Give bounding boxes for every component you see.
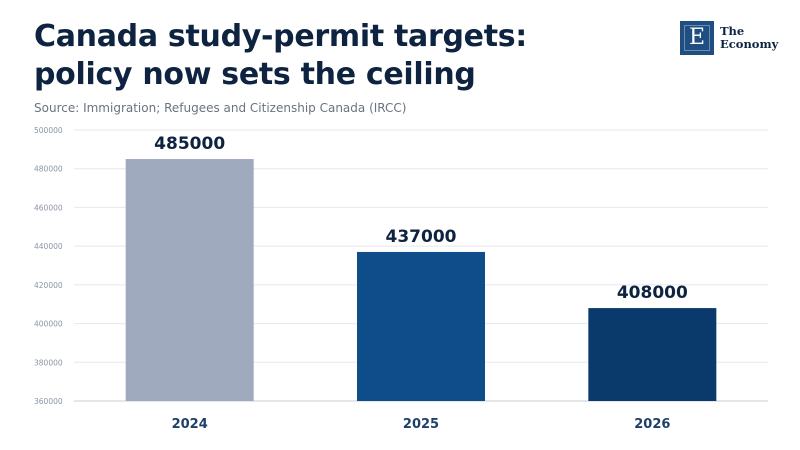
bar-2024 [125, 159, 254, 401]
chart-title: Canada study-permit targets: policy now … [34, 19, 528, 92]
value-label: 408000 [617, 283, 688, 303]
x-tick-label: 2024 [172, 417, 208, 432]
source-note: Source: Immigration; Refugees and Citize… [34, 101, 407, 115]
x-tick-label: 2026 [634, 417, 670, 432]
logo-wordmark: The Economy [720, 25, 778, 51]
value-label: 485000 [154, 134, 225, 154]
y-tick-label: 380000 [34, 358, 63, 367]
bar-2025 [357, 251, 485, 401]
y-tick-label: 400000 [34, 320, 63, 329]
y-tick-label: 500000 [34, 126, 63, 135]
logo-mark: E [680, 21, 714, 55]
bar-2026 [588, 308, 717, 401]
x-tick-label: 2025 [403, 417, 439, 432]
y-tick-label: 480000 [34, 165, 63, 174]
y-tick-label: 360000 [34, 397, 63, 406]
publisher-logo: E The Economy [680, 21, 778, 55]
logo-line-2: Economy [720, 37, 779, 51]
logo-line-1: The [720, 24, 745, 38]
y-tick-label: 440000 [34, 242, 63, 251]
labels: 360000 380000 400000 420000 440000 460000 4800… [34, 126, 688, 432]
value-label: 437000 [386, 227, 457, 247]
bars [125, 159, 717, 401]
y-tick-label: 460000 [34, 203, 63, 212]
y-tick-label: 420000 [34, 281, 63, 290]
